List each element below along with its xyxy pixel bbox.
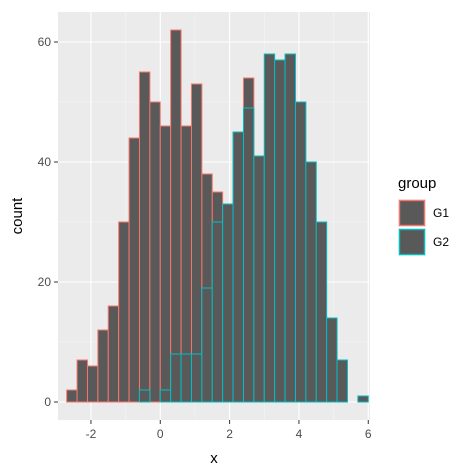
bar-g2	[170, 353, 182, 403]
x-tick-label: 2	[226, 427, 233, 441]
x-axis-title: x	[210, 450, 218, 467]
bar-g1	[170, 29, 182, 403]
bar-g2	[190, 353, 203, 403]
bar-g1	[97, 329, 109, 403]
bar-g2	[222, 203, 234, 403]
legend-items: G1 G2	[398, 199, 449, 256]
bars-series-g2	[138, 53, 369, 403]
bar-g1	[107, 305, 120, 403]
x-tick-label: 6	[365, 427, 372, 441]
legend-key-g2	[398, 228, 426, 256]
bar-g2	[305, 161, 317, 403]
bar-g2	[357, 395, 369, 403]
bar-g2	[274, 59, 286, 403]
bar-g2	[284, 53, 296, 403]
x-axis: -2 0 2 4 6	[86, 420, 372, 441]
x-tick-label: 4	[296, 427, 303, 441]
bar-g2	[159, 389, 172, 403]
bar-g2	[253, 155, 265, 403]
bar-g2	[242, 107, 255, 403]
x-tick-label: -2	[86, 427, 97, 441]
bar-g2	[336, 359, 348, 403]
bar-g1	[149, 101, 161, 403]
y-tick-label: 20	[38, 275, 52, 289]
legend: group G1 G2	[398, 175, 449, 256]
bar-g1	[118, 221, 130, 403]
bar-g1	[66, 389, 78, 403]
legend-label-g1: G1	[433, 206, 449, 220]
y-axis-title: count	[9, 197, 26, 235]
bar-g1	[128, 137, 140, 403]
bar-g2	[294, 101, 307, 403]
bar-g1	[138, 71, 151, 403]
bar-g2	[201, 287, 213, 403]
x-tick-label: 0	[157, 427, 164, 441]
y-tick-label: 60	[38, 35, 52, 49]
legend-key-g1	[398, 199, 426, 227]
y-tick-label: 0	[44, 395, 51, 409]
y-axis: 0 20 40 60	[38, 35, 58, 409]
legend-title: group	[398, 175, 436, 192]
bar-g1	[159, 125, 172, 403]
bar-g2	[326, 317, 338, 403]
bar-g2	[232, 131, 244, 403]
bar-g1	[86, 365, 99, 403]
bar-g2	[138, 389, 151, 403]
bar-g2	[211, 221, 224, 403]
bar-g2	[180, 353, 192, 403]
legend-label-g2: G2	[433, 235, 449, 249]
bar-g2	[315, 221, 328, 403]
bar-g1	[76, 359, 88, 403]
y-tick-label: 40	[38, 155, 52, 169]
bar-g2	[263, 53, 276, 403]
